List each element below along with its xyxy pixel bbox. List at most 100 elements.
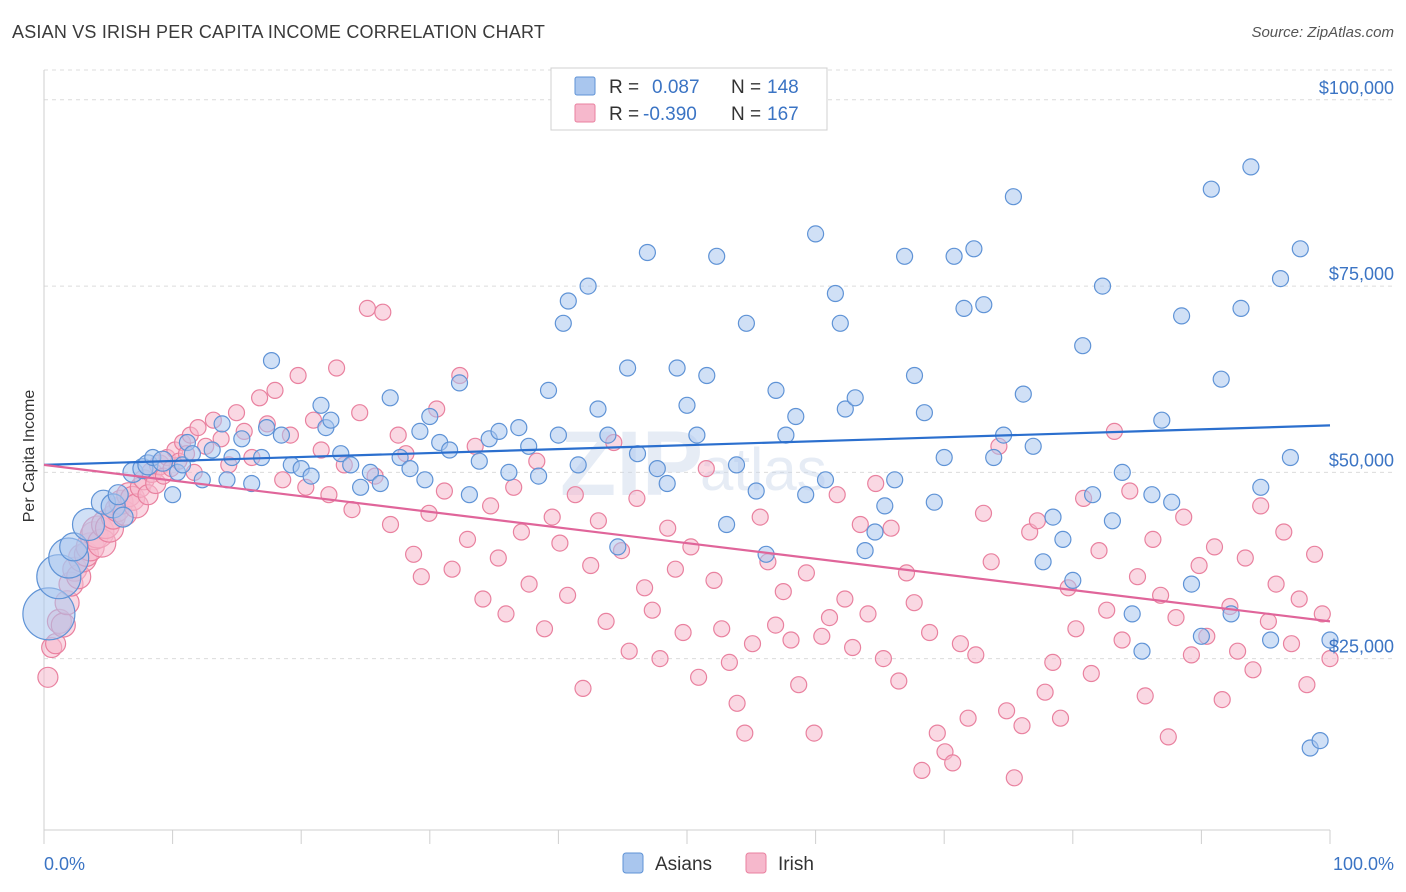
irish-point bbox=[1290, 590, 1308, 608]
irish-point bbox=[736, 724, 754, 742]
asians-point bbox=[915, 404, 934, 422]
asians-point bbox=[945, 247, 963, 265]
legend: R = 0.087 N = 148 R = -0.390 N = 167 bbox=[550, 67, 828, 131]
irish-point bbox=[381, 515, 400, 534]
asians-point bbox=[223, 448, 241, 467]
irish-point bbox=[843, 638, 862, 657]
irish-point bbox=[674, 623, 692, 642]
asians-point bbox=[1014, 385, 1032, 403]
asians-point bbox=[1271, 270, 1290, 288]
asians-point bbox=[1252, 478, 1270, 496]
asians-point bbox=[1133, 642, 1151, 660]
legend-swatch-asians bbox=[574, 76, 596, 96]
asians-point bbox=[59, 532, 89, 562]
irish-point bbox=[528, 452, 546, 470]
asians-point bbox=[1202, 180, 1220, 198]
irish-point bbox=[682, 538, 700, 556]
source-label: Source: ZipAtlas.com bbox=[1251, 24, 1394, 41]
asians-point bbox=[529, 467, 548, 485]
asians-point bbox=[579, 277, 597, 295]
asians-point bbox=[490, 422, 508, 440]
asians-point bbox=[272, 426, 290, 444]
asians-point bbox=[965, 240, 983, 258]
irish-point bbox=[1236, 549, 1254, 567]
asians-point bbox=[777, 426, 795, 444]
asians-point bbox=[727, 456, 746, 474]
irish-point bbox=[351, 404, 369, 422]
irish-point bbox=[1167, 608, 1185, 627]
asians-point bbox=[510, 419, 528, 437]
irish-point bbox=[374, 303, 392, 321]
irish-point bbox=[751, 508, 769, 526]
irish-point bbox=[304, 411, 323, 429]
asians-point bbox=[935, 448, 953, 467]
irish-point bbox=[797, 564, 816, 582]
irish-point bbox=[412, 568, 430, 586]
asians-point bbox=[520, 437, 538, 455]
axes bbox=[43, 70, 1331, 844]
bottom-legend-label-irish: Irish bbox=[778, 854, 814, 875]
irish-point bbox=[1136, 687, 1154, 705]
irish-point bbox=[867, 474, 885, 493]
asians-point bbox=[816, 471, 835, 489]
asians-point bbox=[856, 541, 874, 560]
asians-point bbox=[107, 484, 129, 506]
y-tick-label: $50,000 bbox=[1329, 450, 1394, 470]
irish-point bbox=[774, 582, 792, 601]
asians-point bbox=[698, 366, 716, 385]
asians-point bbox=[618, 359, 637, 377]
asians-point bbox=[806, 225, 825, 243]
asians-point bbox=[262, 352, 281, 370]
asians-point bbox=[312, 396, 330, 414]
irish-point bbox=[820, 608, 839, 627]
trend-lines bbox=[43, 424, 1331, 623]
irish-point bbox=[959, 709, 977, 727]
irish-point bbox=[659, 519, 677, 537]
asians-point bbox=[559, 292, 577, 310]
asians-point bbox=[416, 471, 434, 489]
asians-point bbox=[876, 497, 894, 515]
irish-point bbox=[558, 586, 577, 604]
irish-point bbox=[1044, 653, 1062, 672]
irish-point bbox=[458, 530, 477, 549]
irish-point bbox=[582, 556, 600, 575]
irish-point bbox=[728, 694, 746, 712]
asians-point bbox=[164, 486, 182, 504]
asians-point bbox=[1074, 337, 1092, 355]
irish-point bbox=[782, 631, 800, 649]
irish-point bbox=[289, 366, 307, 385]
asians-point bbox=[955, 299, 973, 317]
irish-point bbox=[1228, 642, 1247, 660]
asians-point bbox=[668, 359, 686, 377]
asians-point bbox=[599, 426, 617, 444]
asians-point bbox=[203, 441, 221, 459]
asians-point bbox=[886, 471, 904, 489]
irish-trend-line bbox=[43, 463, 1331, 623]
irish-point bbox=[1305, 545, 1324, 563]
asians-point bbox=[1212, 370, 1230, 388]
irish-point bbox=[689, 668, 708, 686]
asians-point bbox=[767, 381, 785, 399]
irish-point bbox=[505, 478, 523, 496]
irish-point bbox=[312, 441, 330, 459]
y-tick-labels: $25,000 $50,000 $75,000 $100,000 bbox=[1319, 78, 1394, 657]
irish-point bbox=[227, 404, 246, 422]
asians-point bbox=[1321, 631, 1339, 649]
irish-point bbox=[859, 605, 877, 623]
irish-point bbox=[743, 635, 762, 653]
asians-point bbox=[213, 415, 231, 433]
irish-point bbox=[890, 672, 908, 690]
asians-point bbox=[1291, 240, 1309, 258]
irish-point bbox=[489, 549, 507, 567]
asians-point bbox=[628, 445, 647, 463]
irish-point bbox=[813, 627, 831, 645]
irish-point bbox=[358, 299, 376, 317]
asians-point bbox=[589, 400, 607, 418]
asians-point bbox=[1034, 553, 1052, 571]
bottom-legend-label-asians: Asians bbox=[655, 854, 712, 875]
asians-point bbox=[1083, 486, 1102, 504]
chart-title: ASIAN VS IRISH PER CAPITA INCOME CORRELA… bbox=[12, 22, 546, 42]
asians-point bbox=[1004, 188, 1023, 206]
asians-point bbox=[975, 296, 993, 314]
irish-point bbox=[720, 653, 739, 672]
